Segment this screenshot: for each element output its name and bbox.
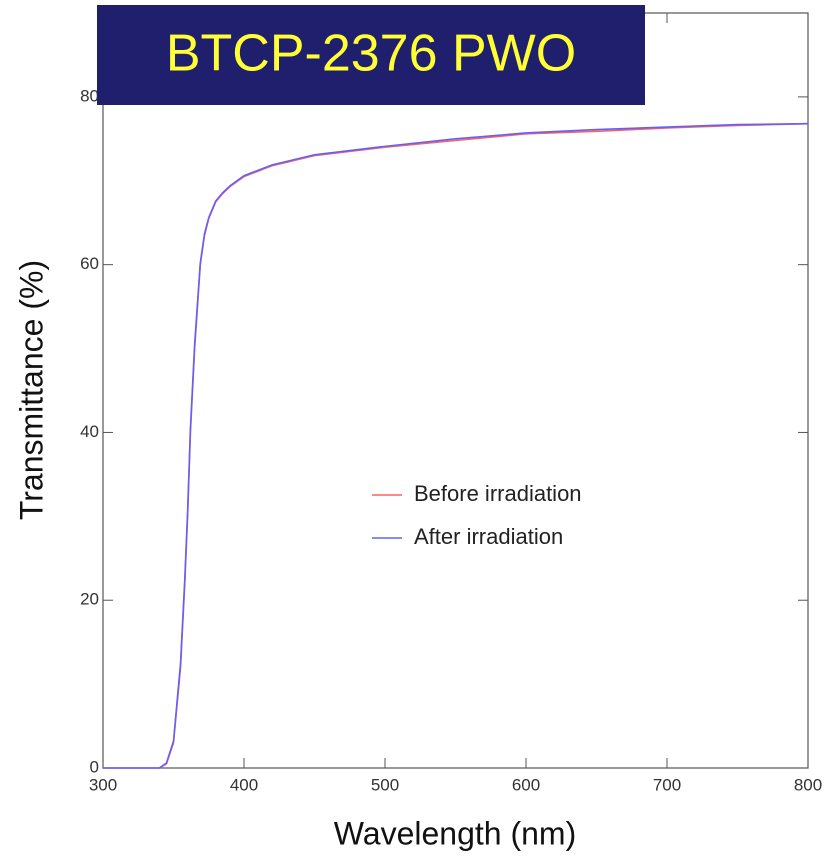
legend-label: Before irradiation xyxy=(414,481,582,506)
data-line xyxy=(103,122,809,769)
x-tick-label: 500 xyxy=(371,775,399,794)
y-tick-label: 0 xyxy=(90,757,99,776)
title-box xyxy=(97,5,645,105)
x-tick-label: 800 xyxy=(794,775,822,794)
chart-title: BTCP-2376 PWO xyxy=(166,25,576,83)
y-tick-label: 20 xyxy=(80,590,99,609)
x-axis-label: Wavelength (nm) xyxy=(334,815,576,851)
x-tick-label: 700 xyxy=(653,775,681,794)
y-tick-label: 80 xyxy=(80,86,99,105)
x-tick-label: 400 xyxy=(230,775,258,794)
x-tick-label: 300 xyxy=(89,775,117,794)
y-tick-label: 60 xyxy=(80,254,99,273)
x-tick-label: 600 xyxy=(512,775,540,794)
y-tick-label: 40 xyxy=(80,422,99,441)
y-axis-label: Transmittance (%) xyxy=(13,260,49,520)
legend-label: After irradiation xyxy=(414,524,563,549)
